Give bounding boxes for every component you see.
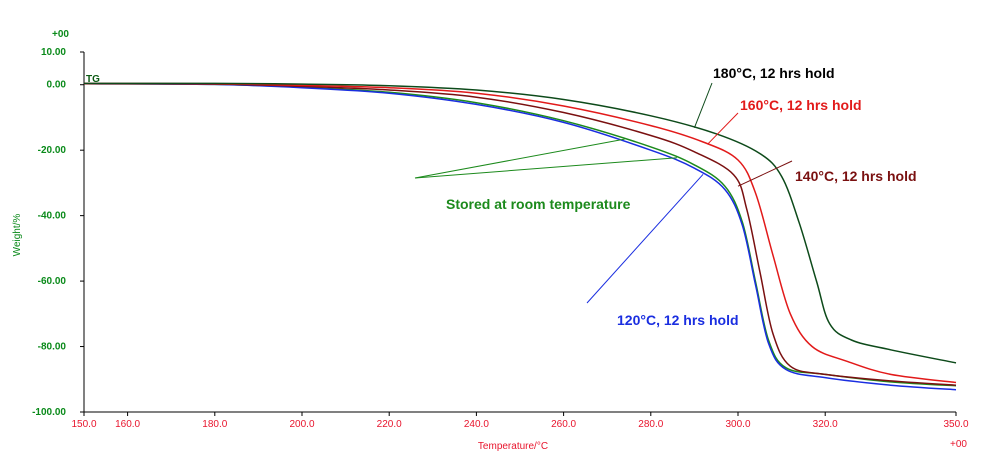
x-tick-label: 300.0 [725, 419, 750, 430]
y-tick-label: -100.00 [32, 407, 66, 418]
y-tick-label: 10.00 [41, 47, 66, 58]
x-axis-label: Temperature/°C [478, 441, 548, 452]
x-tick-label: 150.0 [71, 419, 96, 430]
annotation-leader-line [414, 138, 625, 179]
x-tick-label: 200.0 [289, 419, 314, 430]
series-line-160-c-12-hrs-hold [83, 82, 957, 384]
y-axis-label: Weight/% [12, 214, 23, 257]
annotation-leader-line [414, 157, 678, 179]
y-tick-label: -80.00 [38, 342, 67, 353]
series-line-120-c-12-hrs-hold [83, 82, 957, 391]
annotation-label-180-c-12-hrs-hold: 180°C, 12 hrs hold [713, 65, 835, 81]
annotation-leader-line [693, 82, 713, 128]
series-lines [83, 82, 957, 391]
signal-label: TG [86, 74, 100, 85]
annotation-label-140-c-12-hrs-hold: 140°C, 12 hrs hold [795, 168, 917, 184]
annotation-leader-line [586, 173, 704, 304]
series-line-140-c-12-hrs-hold [83, 82, 957, 386]
annotation-label-160-c-12-hrs-hold: 160°C, 12 hrs hold [740, 97, 862, 113]
y-tick-label: -40.00 [38, 211, 67, 222]
tick-labels: 10.00 0.00 -20.00 -40.00 -60.00 -80.00 -100.00… [32, 47, 969, 430]
axes [83, 52, 956, 413]
series-line-180-c-12-hrs-hold [83, 82, 957, 364]
y-exponent-label: +00 [52, 29, 69, 40]
annotation-label-120-c-12-hrs-hold: 120°C, 12 hrs hold [617, 312, 739, 328]
x-tick-label: 240.0 [464, 419, 489, 430]
y-tick-label: 0.00 [47, 80, 67, 91]
annotation-leader-line [737, 160, 793, 187]
x-tick-label: 350.0 [943, 419, 968, 430]
x-tick-label: 220.0 [377, 419, 402, 430]
annotations: 180°C, 12 hrs hold 160°C, 12 hrs hold 140°… [414, 65, 917, 328]
y-tick-label: -20.00 [38, 145, 67, 156]
annotation-leader-line [707, 112, 739, 145]
x-tick-label: 180.0 [202, 419, 227, 430]
x-tick-label: 280.0 [638, 419, 663, 430]
x-tick-label: 260.0 [551, 419, 576, 430]
x-exponent-label: +00 [950, 439, 967, 450]
y-tick-label: -60.00 [38, 276, 67, 287]
series-line-stored-at-room-temperature [83, 82, 957, 387]
annotation-label-stored-at-room-temperature: Stored at room temperature [446, 196, 631, 212]
x-tick-label: 160.0 [115, 419, 140, 430]
x-tick-label: 320.0 [813, 419, 838, 430]
